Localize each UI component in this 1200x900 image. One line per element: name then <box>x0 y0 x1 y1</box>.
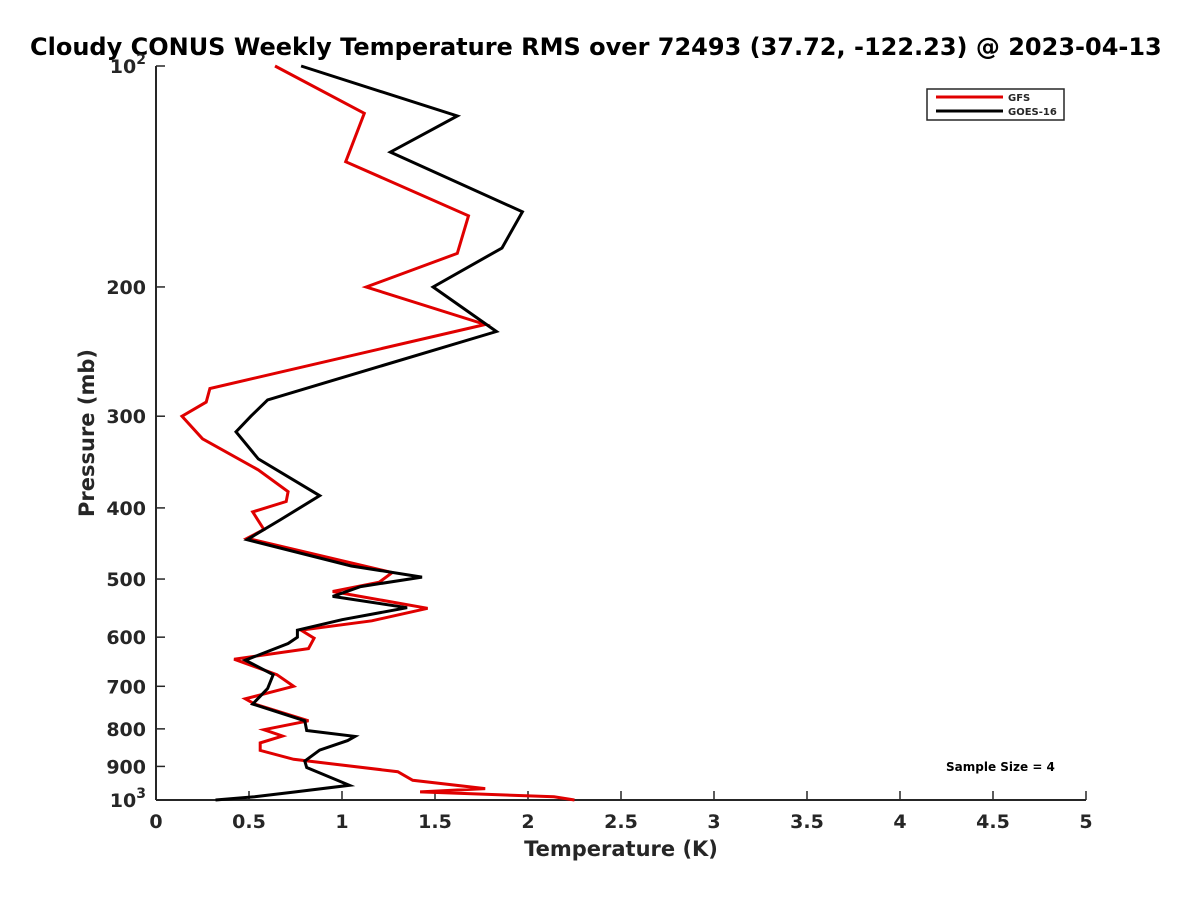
y-tick-label: 102 <box>110 52 146 78</box>
y-tick-label: 900 <box>106 756 146 778</box>
legend-box <box>926 88 1065 121</box>
x-tick-label: 3.5 <box>790 811 824 833</box>
x-axis-label: Temperature (K) <box>524 837 718 861</box>
x-tick-label: 2.5 <box>604 811 638 833</box>
legend-label-gfs: GFS <box>1008 93 1030 104</box>
chart-title: Cloudy CONUS Weekly Temperature RMS over… <box>30 33 1162 61</box>
x-ticks: 0 0.5 1 1.5 2 2.5 3 3.5 4 4.5 5 <box>149 791 1093 833</box>
y-tick-label: 500 <box>106 569 146 591</box>
x-tick-label: 4.5 <box>976 811 1010 833</box>
series-line-gfs <box>179 64 575 802</box>
y-tick-label: 800 <box>106 719 146 741</box>
legend-label-goes16: GOES-16 <box>1008 107 1057 118</box>
x-tick-label: 5 <box>1079 811 1092 833</box>
x-tick-label: 3 <box>707 811 720 833</box>
y-tick-label: 700 <box>106 676 146 698</box>
y-tick-label: 103 <box>110 786 146 812</box>
y-tick-label: 300 <box>106 406 146 428</box>
y-ticks: 102 200 300 400 500 600 700 800 900 103 <box>106 52 165 812</box>
x-tick-label: 2 <box>521 811 534 833</box>
plot-area: 0 0.5 1 1.5 2 2.5 3 3.5 4 4.5 5 102 200 300 400 500 600… <box>106 52 1092 833</box>
y-tick-label: 400 <box>106 498 146 520</box>
x-tick-label: 4 <box>893 811 906 833</box>
series-layer <box>179 64 575 802</box>
y-axis-label: Pressure (mb) <box>75 349 99 517</box>
y-tick-label: 200 <box>106 277 146 299</box>
legend: GFS GOES-16 <box>926 88 1065 121</box>
x-tick-label: 1.5 <box>418 811 452 833</box>
series-line-goes16 <box>215 64 525 802</box>
sample-size-annotation: Sample Size = 4 <box>946 760 1055 774</box>
x-tick-label: 0 <box>149 811 162 833</box>
y-tick-label: 600 <box>106 627 146 649</box>
x-tick-label: 0.5 <box>232 811 266 833</box>
x-tick-label: 1 <box>335 811 348 833</box>
